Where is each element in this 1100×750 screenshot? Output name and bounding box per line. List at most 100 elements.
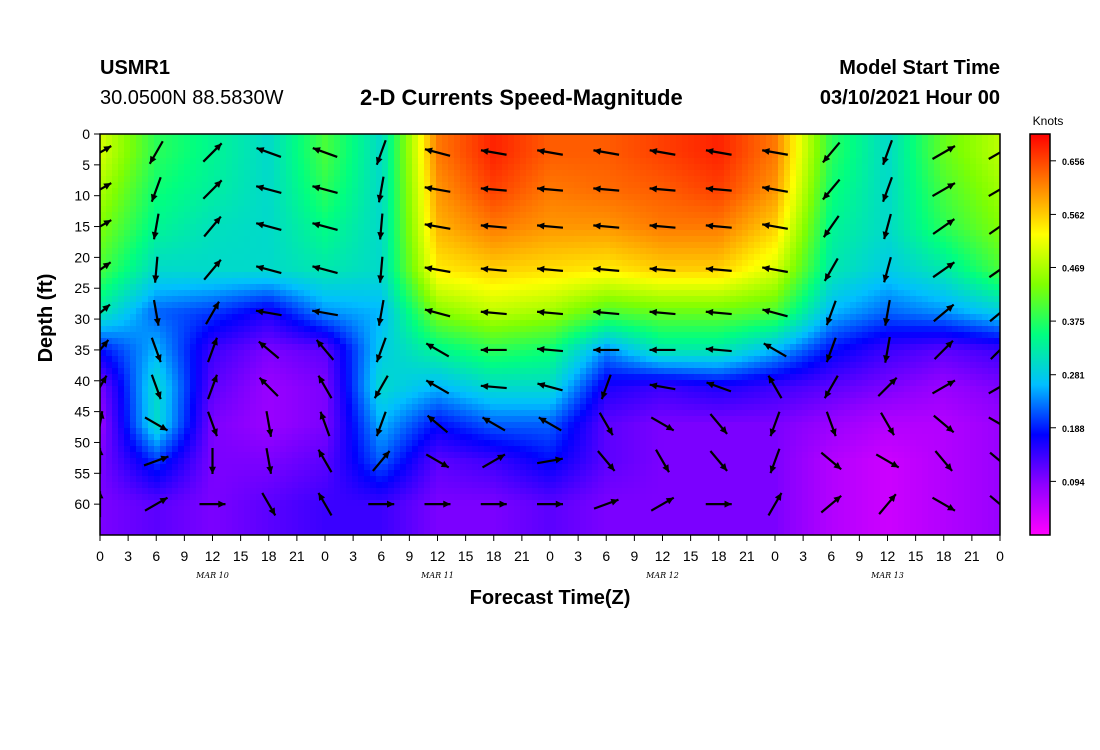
heatmap-cell [766,140,773,147]
heatmap-cell [346,326,353,333]
heatmap-cell [202,302,209,309]
heatmap-cell [442,158,449,165]
heatmap-cell [568,182,575,189]
heatmap-cell [262,296,269,303]
heatmap-cell [412,284,419,291]
heatmap-cell [268,302,275,309]
heatmap-cell [118,254,125,261]
heatmap-cell [184,200,191,207]
heatmap-cell [310,134,317,141]
heatmap-cell [856,182,863,189]
heatmap-cell [160,206,167,213]
heatmap-cell [646,308,653,315]
heatmap-cell [112,140,119,147]
heatmap-cell [136,284,143,291]
heatmap-cell [442,164,449,171]
heatmap-cell [490,152,497,159]
heatmap-cell [670,182,677,189]
heatmap-cell [694,260,701,267]
heatmap-cell [364,272,371,279]
heatmap-cell [598,284,605,291]
heatmap-cell [724,302,731,309]
heatmap-cell [448,242,455,249]
heatmap-cell [190,206,197,213]
heatmap-cell [520,278,527,285]
heatmap-cell [376,182,383,189]
heatmap-cell [424,224,431,231]
heatmap-cell [862,308,869,315]
heatmap-cell [292,218,299,225]
heatmap-cell [382,254,389,261]
heatmap-cell [346,176,353,183]
heatmap-cell [994,218,1000,225]
heatmap-cell [334,176,341,183]
heatmap-cell [502,248,509,255]
heatmap-cell [586,194,593,201]
heatmap-cell [748,308,755,315]
heatmap-cell [454,146,461,153]
heatmap-cell [256,152,263,159]
heatmap-cell [526,272,533,279]
heatmap-cell [766,260,773,267]
heatmap-cell [838,206,845,213]
heatmap-cell [424,218,431,225]
heatmap-cell [790,194,797,201]
heatmap-cell [988,290,995,297]
heatmap-cell [436,248,443,255]
heatmap-cell [250,302,257,309]
heatmap-cell [292,248,299,255]
heatmap-cell [850,278,857,285]
heatmap-cell [772,152,779,159]
heatmap-cell [718,206,725,213]
heatmap-cell [910,182,917,189]
heatmap-cell [970,140,977,147]
heatmap-cell [532,206,539,213]
heatmap-cell [376,218,383,225]
heatmap-cell [910,218,917,225]
heatmap-cell [814,182,821,189]
heatmap-cell [616,254,623,261]
heatmap-cell [160,152,167,159]
heatmap-cell [970,314,977,321]
heatmap-cell [304,200,311,207]
heatmap-cell [412,212,419,219]
heatmap-cell [514,182,521,189]
heatmap-cell [742,164,749,171]
heatmap-cell [766,152,773,159]
heatmap-cell [118,152,125,159]
heatmap-cell [682,242,689,249]
heatmap-cell [436,182,443,189]
heatmap-cell [178,326,185,333]
heatmap-cell [232,260,239,267]
heatmap-cell [406,308,413,315]
heatmap-cell [586,206,593,213]
heatmap-cell [190,290,197,297]
heatmap-cell [796,314,803,321]
heatmap-cell [850,266,857,273]
heatmap-cell [220,200,227,207]
heatmap-cell [826,140,833,147]
heatmap-cell [706,212,713,219]
heatmap-cell [448,266,455,273]
heatmap-cell [214,212,221,219]
heatmap-cell [502,206,509,213]
heatmap-cell [994,194,1000,201]
heatmap-cell [310,188,317,195]
heatmap-cell [406,254,413,261]
heatmap-cell [622,170,629,177]
heatmap-cell [472,140,479,147]
heatmap-cell [202,236,209,243]
heatmap-cell [262,200,269,207]
heatmap-cell [964,146,971,153]
heatmap-cell [520,140,527,147]
heatmap-cell [148,290,155,297]
heatmap-cell [298,218,305,225]
heatmap-cell [490,278,497,285]
heatmap-cell [772,230,779,237]
heatmap-cell [430,146,437,153]
heatmap-cell [520,290,527,297]
heatmap-cell [340,314,347,321]
heatmap-cell [196,212,203,219]
heatmap-cell [190,158,197,165]
heatmap-cell [400,224,407,231]
